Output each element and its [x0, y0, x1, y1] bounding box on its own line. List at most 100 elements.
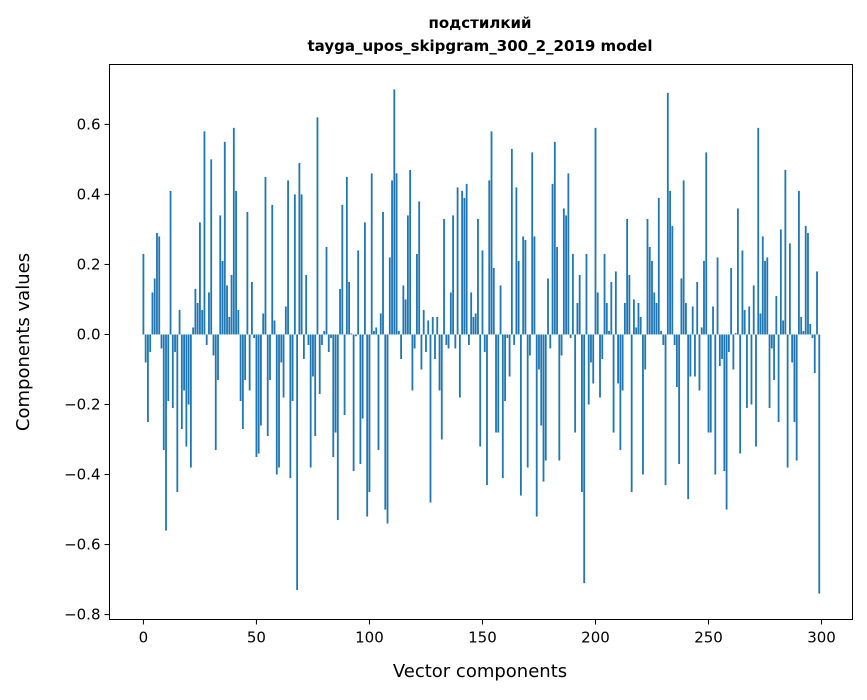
- bar-84: [332, 334, 335, 458]
- bar-80: [323, 330, 326, 335]
- bar-3: [149, 334, 152, 352]
- bar-252: [712, 306, 714, 335]
- bar-94: [354, 334, 357, 337]
- bar-113: [397, 330, 400, 335]
- bar-238: [680, 278, 683, 335]
- bar-187: [565, 215, 568, 335]
- bar-188: [567, 173, 570, 335]
- bar-38: [228, 316, 231, 335]
- bar-36: [223, 141, 226, 335]
- x-axis-ticks: 0 50 100 150 200 250 300: [139, 619, 836, 647]
- bar-255: [718, 334, 721, 366]
- bar-105: [379, 313, 382, 335]
- bar-76: [314, 334, 317, 437]
- bar-29: [208, 292, 210, 335]
- bar-209: [614, 271, 617, 335]
- bar-296: [811, 334, 814, 338]
- bar-2: [147, 334, 149, 423]
- bar-25: [199, 222, 201, 335]
- bar-60: [278, 334, 280, 468]
- bar-247: [700, 327, 703, 335]
- bar-1: [144, 334, 147, 363]
- bar-225: [651, 260, 653, 335]
- bar-190: [571, 253, 574, 335]
- x-tick-label: 100: [355, 629, 384, 647]
- bar-33: [217, 334, 219, 380]
- bar-191: [574, 334, 577, 433]
- bar-237: [678, 334, 681, 465]
- bar-47: [248, 334, 251, 391]
- bar-206: [608, 330, 610, 335]
- bar-244: [694, 334, 696, 377]
- bar-144: [468, 334, 470, 345]
- y-tick-label: 0.4: [77, 185, 101, 203]
- bar-235: [673, 334, 676, 345]
- bar-51: [257, 334, 260, 454]
- bar-140: [458, 334, 461, 398]
- bar-96: [359, 334, 362, 465]
- bar-215: [628, 274, 631, 335]
- bar-216: [630, 334, 633, 493]
- bar-91: [348, 281, 351, 335]
- bar-135: [447, 334, 450, 349]
- bar-42: [237, 309, 240, 335]
- bar-37: [226, 285, 228, 335]
- x-tick-label: 150: [468, 629, 497, 647]
- bar-53: [262, 313, 265, 335]
- bar-128: [431, 316, 434, 335]
- bar-127: [429, 334, 432, 503]
- bar-240: [685, 302, 687, 335]
- bar-0: [142, 253, 145, 335]
- y-tick-label: 0.0: [77, 325, 101, 343]
- bar-285: [786, 334, 789, 468]
- bar-177: [542, 334, 545, 482]
- bar-8: [160, 334, 163, 349]
- bar-27: [203, 131, 206, 335]
- bar-129: [434, 334, 436, 359]
- bar-107: [384, 334, 387, 510]
- bar-173: [533, 236, 536, 335]
- bar-132: [440, 334, 443, 440]
- bar-89: [343, 334, 346, 416]
- bar-278: [770, 334, 773, 349]
- x-tick-label: 250: [694, 629, 723, 647]
- bar-299: [818, 334, 821, 594]
- bar-269: [750, 334, 753, 405]
- bar-62: [282, 334, 285, 398]
- bar-5: [153, 278, 156, 335]
- bar-266: [743, 309, 746, 335]
- bar-158: [499, 285, 502, 335]
- bar-73: [307, 334, 310, 345]
- bar-137: [452, 215, 454, 335]
- bar-13: [171, 334, 174, 409]
- bar-163: [510, 148, 513, 335]
- bar-245: [696, 281, 699, 335]
- bar-291: [800, 316, 803, 335]
- bar-166: [517, 260, 520, 335]
- bar-272: [757, 127, 760, 335]
- bar-283: [782, 320, 785, 335]
- bar-133: [443, 218, 445, 335]
- x-axis-label: Vector components: [393, 661, 567, 682]
- bar-274: [761, 236, 764, 335]
- bar-21: [189, 334, 192, 468]
- bar-257: [723, 334, 726, 472]
- bar-263: [736, 208, 739, 335]
- y-tick-label: 0.2: [77, 255, 101, 273]
- bar-83: [330, 334, 332, 338]
- bar-71: [302, 334, 305, 359]
- bar-174: [535, 334, 538, 517]
- bar-138: [454, 334, 457, 349]
- bar-200: [594, 127, 597, 335]
- bar-241: [687, 334, 690, 500]
- bar-101: [370, 173, 373, 335]
- chart-subtitle: tayga_upos_skipgram_300_2_2019 model: [308, 37, 653, 55]
- bar-208: [612, 334, 615, 433]
- bar-74: [309, 334, 312, 468]
- x-tick-label: 300: [807, 629, 836, 647]
- bar-92: [350, 333, 353, 335]
- y-tick-label: −0.6: [64, 536, 100, 554]
- bar-229: [660, 330, 662, 335]
- bar-19: [185, 334, 188, 447]
- bar-186: [562, 208, 565, 335]
